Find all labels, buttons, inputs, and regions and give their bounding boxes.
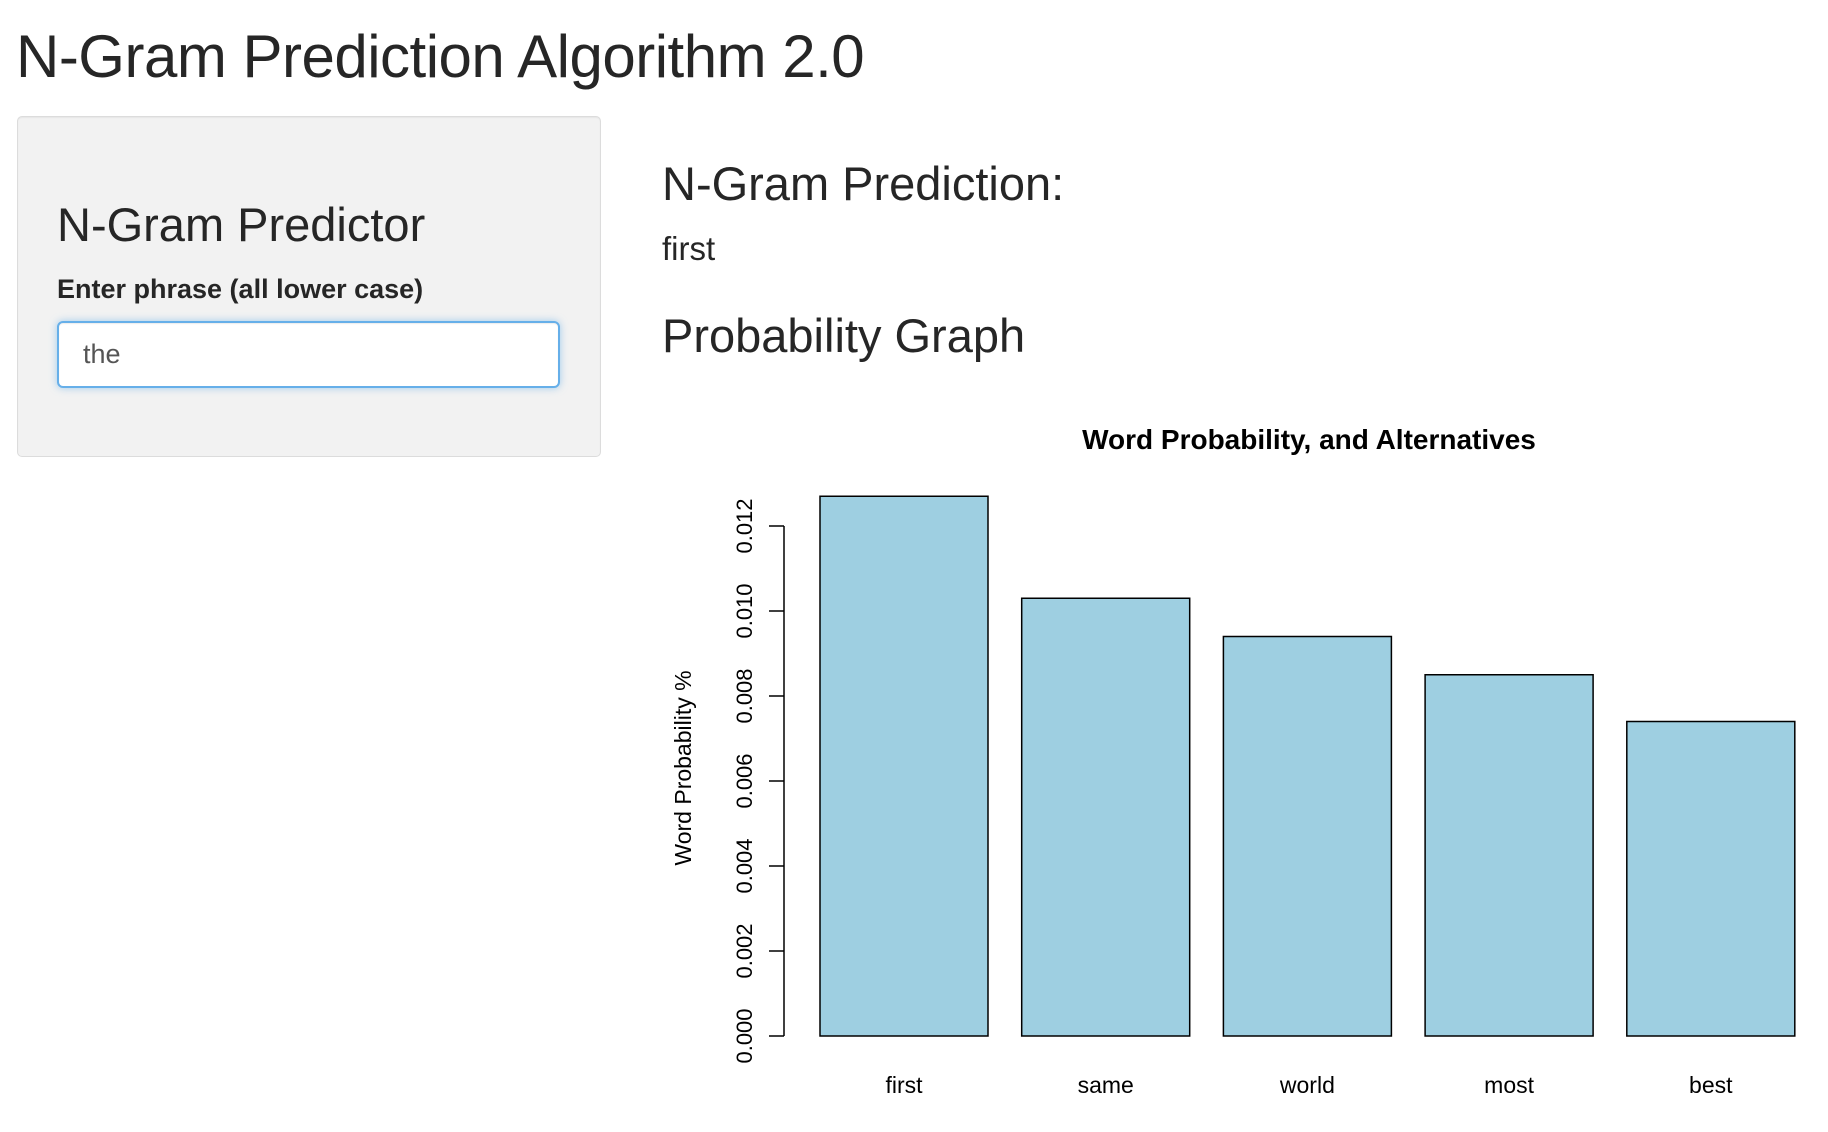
panel-heading: N-Gram Predictor: [57, 198, 426, 251]
sidebar-panel: N-Gram Predictor Enter phrase (all lower…: [17, 116, 601, 457]
bar-most: [1424, 674, 1594, 1037]
bar-world: [1222, 635, 1393, 1037]
chart-title: Word Probability, and Alternatives: [1082, 424, 1536, 455]
y-tick-label: 0.002: [732, 923, 757, 978]
graph-heading: Probability Graph: [662, 309, 1026, 362]
phrase-input[interactable]: [57, 321, 560, 388]
x-tick-label-most: most: [1484, 1072, 1534, 1098]
page-title: N-Gram Prediction Algorithm 2.0: [16, 23, 865, 90]
y-axis-label: Word Probability %: [670, 670, 696, 865]
prediction-heading: N-Gram Prediction:: [662, 157, 1065, 210]
bar-same: [1020, 597, 1191, 1037]
phrase-input-label: Enter phrase (all lower case): [57, 274, 424, 304]
x-axis-labels: first same world most best: [885, 1072, 1733, 1098]
y-tick-label: 0.006: [732, 753, 757, 808]
probability-bar-chart: Word Probability, and Alternatives Word …: [670, 424, 1796, 1098]
prediction-value: first: [662, 230, 716, 267]
y-tick-label: 0.012: [732, 498, 757, 553]
y-tick-label: 0.008: [732, 668, 757, 723]
bar-best: [1626, 720, 1796, 1037]
x-tick-label-world: world: [1279, 1072, 1335, 1098]
x-tick-label-first: first: [885, 1072, 923, 1098]
y-tick-label: 0.004: [732, 838, 757, 893]
x-tick-label-best: best: [1689, 1072, 1733, 1098]
bars-group: [819, 495, 1796, 1037]
bar-first: [819, 495, 989, 1037]
y-tick-label: 0.000: [732, 1008, 757, 1063]
x-tick-label-same: same: [1078, 1072, 1134, 1098]
y-axis: 0.000 0.002 0.004 0.006 0.008 0.010 0.012: [732, 498, 785, 1064]
y-tick-label: 0.010: [732, 583, 757, 638]
